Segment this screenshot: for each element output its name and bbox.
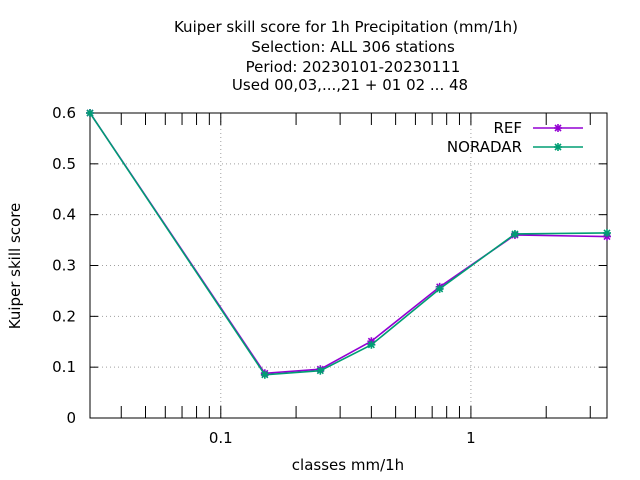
title-line-2: Selection: ALL 306 stations: [251, 38, 455, 56]
x-tick-label: 0.1: [209, 429, 233, 447]
y-tick-label: 0.4: [52, 206, 76, 224]
title-line-1: Kuiper skill score for 1h Precipitation …: [174, 18, 518, 36]
y-tick-label: 0.2: [52, 307, 76, 325]
legend-label-noradar: NORADAR: [447, 138, 522, 156]
y-axis-label: Kuiper skill score: [6, 203, 24, 330]
series: [86, 109, 611, 379]
x-axis-label: classes mm/1h: [292, 456, 404, 474]
y-tick-label: 0: [66, 409, 76, 427]
data-point-noradar: [367, 340, 376, 349]
x-tick-label: 1: [466, 429, 476, 447]
legend-marker-noradar: [554, 143, 562, 151]
data-point-noradar: [260, 370, 269, 379]
title-line-3: Period: 20230101-20230111: [246, 58, 461, 76]
y-tick-label: 0.3: [52, 257, 76, 275]
legend-label-ref: REF: [493, 119, 522, 137]
title-line-4: Used 00,03,...,21 + 01 02 ... 48: [232, 76, 468, 94]
y-tick-label: 0.6: [52, 104, 76, 122]
data-point-noradar: [603, 228, 611, 237]
data-point-noradar: [510, 229, 519, 238]
chart-title: Kuiper skill score for 1h Precipitation …: [174, 18, 518, 94]
grid: [90, 113, 607, 418]
y-tick-label: 0.5: [52, 155, 76, 173]
legend-marker-ref: [554, 124, 562, 132]
tick-labels: 0 0.1 0.2 0.3 0.4 0.5 0.6 0.1 1: [52, 104, 476, 447]
plot-frame: [89, 112, 608, 419]
y-tick-label: 0.1: [52, 358, 76, 376]
series-line-ref: [89, 112, 608, 375]
data-point-noradar: [86, 109, 94, 117]
series-line-noradar: [89, 112, 608, 376]
data-point-noradar: [435, 284, 444, 293]
data-point-noradar: [316, 366, 325, 375]
minor-ticks: [90, 112, 607, 419]
